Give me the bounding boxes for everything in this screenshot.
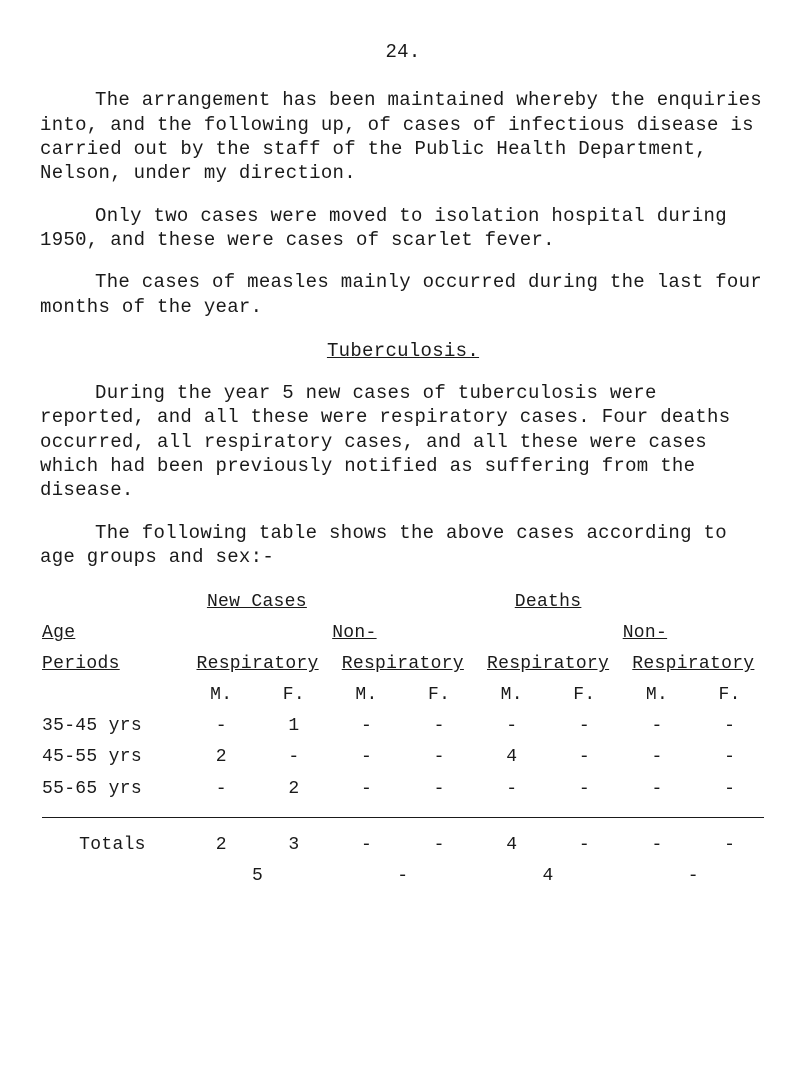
data-cell: - <box>185 774 258 805</box>
table-row: 45-55 yrs 2 - - - 4 - - - <box>40 742 766 773</box>
data-cell: - <box>693 742 766 773</box>
data-cell: - <box>475 711 548 742</box>
data-cell: 2 <box>185 742 258 773</box>
label-age: Age <box>42 623 75 643</box>
data-cell: - <box>330 774 403 805</box>
col-m: M. <box>330 680 403 711</box>
label-non-resp-1: Respiratory <box>342 654 464 674</box>
data-cell: - <box>403 742 476 773</box>
label-non-1: Non- <box>332 623 376 643</box>
period-cell: 35-45 yrs <box>40 711 185 742</box>
data-cell: - <box>693 711 766 742</box>
summary-row: 5 - 4 - <box>40 861 766 892</box>
total-cell: 3 <box>258 830 331 861</box>
total-cell: 2 <box>185 830 258 861</box>
data-cell: 2 <box>258 774 331 805</box>
group-header-row-1: Age Non- Non- <box>40 618 766 649</box>
totals-label: Totals <box>40 830 185 861</box>
table-row: 35-45 yrs - 1 - - - - - - <box>40 711 766 742</box>
summary-cell: 4 <box>475 861 620 892</box>
data-cell: - <box>403 711 476 742</box>
header-new-cases: New Cases <box>207 592 307 612</box>
data-cell: 1 <box>258 711 331 742</box>
paragraph-4: During the year 5 new cases of tuberculo… <box>40 381 766 503</box>
col-m: M. <box>475 680 548 711</box>
period-cell: 45-55 yrs <box>40 742 185 773</box>
label-periods: Periods <box>42 654 120 674</box>
table-row: 55-65 yrs - 2 - - - - - - <box>40 774 766 805</box>
data-table: New Cases Deaths Age Non- Non- Periods R… <box>40 587 766 891</box>
totals-row: Totals 2 3 - - 4 - - - <box>40 830 766 861</box>
mf-header-row: M. F. M. F. M. F. M. F. <box>40 680 766 711</box>
paragraph-5: The following table shows the above case… <box>40 521 766 570</box>
data-cell: - <box>621 774 694 805</box>
paragraph-3: The cases of measles mainly occurred dur… <box>40 270 766 319</box>
data-cell: - <box>621 711 694 742</box>
total-cell: - <box>548 830 621 861</box>
data-cell: - <box>330 742 403 773</box>
data-cell: - <box>185 711 258 742</box>
data-cell: - <box>621 742 694 773</box>
col-f: F. <box>258 680 331 711</box>
col-f: F. <box>548 680 621 711</box>
divider-row <box>40 805 766 830</box>
label-non-2: Non- <box>623 623 667 643</box>
data-cell: - <box>548 774 621 805</box>
label-non-resp-2: Respiratory <box>632 654 754 674</box>
header-deaths: Deaths <box>515 592 582 612</box>
period-cell: 55-65 yrs <box>40 774 185 805</box>
data-cell: - <box>548 742 621 773</box>
page-number: 24. <box>40 40 766 64</box>
table-divider <box>42 817 764 818</box>
summary-cell: 5 <box>185 861 330 892</box>
label-respiratory-1: Respiratory <box>197 654 319 674</box>
col-f: F. <box>693 680 766 711</box>
paragraph-1: The arrangement has been maintained wher… <box>40 88 766 185</box>
col-m: M. <box>185 680 258 711</box>
summary-cell: - <box>330 861 475 892</box>
data-cell: - <box>693 774 766 805</box>
data-cell: - <box>330 711 403 742</box>
total-cell: - <box>403 830 476 861</box>
col-f: F. <box>403 680 476 711</box>
col-m: M. <box>621 680 694 711</box>
data-cell: 4 <box>475 742 548 773</box>
section-title: Tuberculosis. <box>40 339 766 363</box>
total-cell: - <box>330 830 403 861</box>
total-cell: - <box>621 830 694 861</box>
tb-table: New Cases Deaths Age Non- Non- Periods R… <box>40 587 766 891</box>
super-header-row: New Cases Deaths <box>40 587 766 618</box>
total-cell: - <box>693 830 766 861</box>
data-cell: - <box>258 742 331 773</box>
data-cell: - <box>475 774 548 805</box>
label-respiratory-2: Respiratory <box>487 654 609 674</box>
group-header-row-2: Periods Respiratory Respiratory Respirat… <box>40 649 766 680</box>
total-cell: 4 <box>475 830 548 861</box>
summary-cell: - <box>621 861 766 892</box>
data-cell: - <box>548 711 621 742</box>
data-cell: - <box>403 774 476 805</box>
paragraph-2: Only two cases were moved to isolation h… <box>40 204 766 253</box>
